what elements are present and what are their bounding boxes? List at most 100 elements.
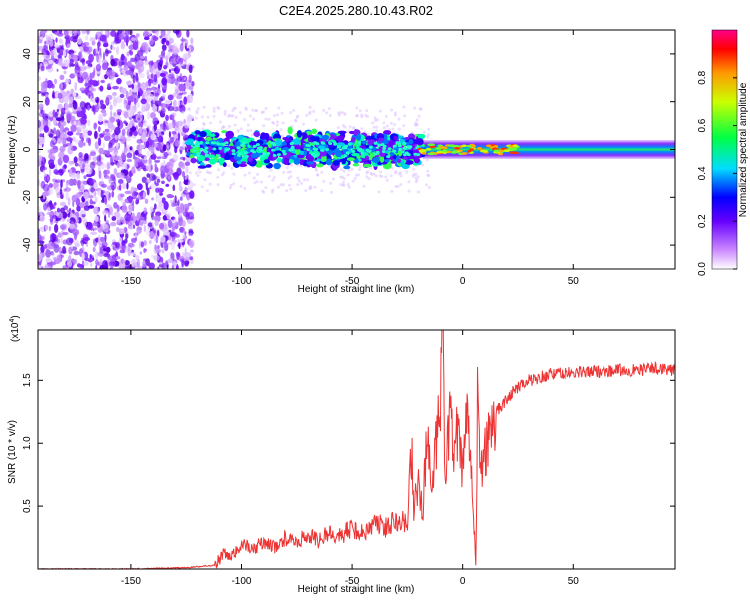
heatmap-cell bbox=[178, 161, 184, 168]
heatmap-cell bbox=[167, 94, 174, 101]
heatmap-cell bbox=[86, 242, 89, 248]
heatmap-cell bbox=[77, 36, 83, 45]
heatmap-cell bbox=[127, 221, 133, 227]
heatmap-cell bbox=[308, 112, 312, 116]
heatmap-cell bbox=[101, 183, 107, 188]
heatmap-cell bbox=[105, 50, 112, 54]
heatmap-ytick-label: 40 bbox=[22, 48, 33, 60]
heatmap-cell bbox=[46, 175, 50, 182]
heatmap-cell bbox=[447, 144, 456, 147]
heatmap-cell bbox=[188, 74, 192, 83]
heatmap-cell bbox=[247, 156, 253, 162]
heatmap-cell bbox=[81, 137, 85, 142]
heatmap-cell bbox=[287, 126, 293, 135]
heatmap-cell bbox=[509, 151, 517, 154]
heatmap-cell bbox=[289, 187, 293, 191]
heatmap-cell bbox=[306, 161, 314, 165]
heatmap-cell bbox=[354, 158, 359, 164]
heatmap-cell bbox=[189, 216, 195, 220]
heatmap-cell bbox=[188, 179, 192, 183]
heatmap-cell bbox=[148, 262, 155, 269]
heatmap-cell bbox=[231, 149, 236, 153]
heatmap-cell bbox=[38, 103, 44, 111]
heatmap-cell bbox=[358, 147, 363, 151]
heatmap-cell bbox=[172, 154, 179, 162]
heatmap-cell bbox=[148, 39, 154, 46]
heatmap-cell bbox=[85, 90, 93, 97]
heatmap-cell bbox=[283, 158, 289, 165]
heatmap-cell bbox=[164, 99, 172, 105]
heatmap-cell bbox=[263, 159, 271, 164]
heatmap-cell bbox=[62, 137, 67, 147]
heatmap-cell bbox=[108, 176, 112, 184]
heatmap-cell bbox=[171, 45, 179, 55]
heatmap-cell bbox=[68, 223, 76, 230]
heatmap-cell bbox=[53, 169, 59, 175]
heatmap-cell bbox=[395, 141, 400, 145]
heatmap-cell bbox=[60, 83, 64, 89]
heatmap-cell bbox=[361, 140, 367, 145]
heatmap-cell bbox=[202, 123, 206, 127]
heatmap-cell bbox=[139, 55, 146, 60]
heatmap-cell bbox=[87, 77, 90, 82]
heatmap-cell bbox=[84, 257, 91, 261]
heatmap-cell bbox=[102, 111, 107, 117]
heatmap-cell bbox=[93, 122, 97, 130]
heatmap-cell bbox=[185, 212, 190, 221]
heatmap-cell bbox=[77, 120, 81, 128]
heatmap-cell bbox=[143, 207, 148, 214]
heatmap-cell bbox=[400, 150, 405, 154]
heatmap-cell bbox=[87, 221, 92, 230]
heatmap-cell bbox=[93, 48, 96, 56]
heatmap-cell bbox=[94, 227, 98, 231]
heatmap-cell bbox=[55, 37, 58, 43]
heatmap-cell bbox=[346, 183, 350, 187]
heatmap-cell bbox=[102, 259, 108, 269]
heatmap-cell bbox=[106, 94, 113, 101]
heatmap-cell bbox=[129, 251, 137, 257]
heatmap-cell bbox=[68, 168, 73, 178]
heatmap-cell bbox=[53, 223, 59, 233]
heatmap-cell bbox=[103, 135, 111, 142]
heatmap-cell bbox=[355, 114, 359, 118]
heatmap-cell bbox=[371, 121, 375, 125]
heatmap-cell bbox=[72, 100, 78, 110]
heatmap-cell bbox=[244, 108, 248, 112]
heatmap-cell bbox=[179, 104, 186, 113]
heatmap-cell bbox=[95, 259, 99, 266]
heatmap-cell bbox=[99, 99, 104, 106]
heatmap-cell bbox=[352, 163, 359, 167]
heatmap-cell bbox=[81, 261, 89, 266]
heatmap-cell bbox=[127, 100, 132, 106]
snr-multiplier: (x104) bbox=[9, 315, 21, 342]
heatmap-cell bbox=[442, 149, 448, 153]
colorbar-tick-label: 0.4 bbox=[697, 166, 708, 180]
heatmap-cell bbox=[320, 189, 324, 193]
heatmap-cell bbox=[144, 47, 149, 55]
heatmap-cell bbox=[137, 92, 141, 99]
heatmap-cell bbox=[57, 54, 62, 59]
heatmap-cell bbox=[339, 183, 343, 187]
heatmap-cell bbox=[156, 205, 163, 212]
heatmap-cell bbox=[143, 30, 149, 37]
heatmap-cell bbox=[118, 59, 123, 67]
snr-ylabel: SNR (10 * v/v) bbox=[7, 420, 18, 484]
heatmap-cell bbox=[436, 150, 444, 154]
heatmap-cell bbox=[206, 115, 210, 119]
heatmap-cell bbox=[131, 37, 136, 42]
heatmap-cell bbox=[104, 197, 108, 206]
heatmap-cell bbox=[139, 127, 143, 135]
heatmap-cell bbox=[358, 109, 362, 113]
heatmap-cell bbox=[59, 145, 66, 153]
heatmap-cell bbox=[176, 264, 179, 269]
heatmap-cell bbox=[246, 123, 250, 127]
heatmap-cell bbox=[92, 257, 95, 261]
heatmap-cell bbox=[491, 147, 498, 151]
heatmap-cell bbox=[165, 212, 171, 220]
heatmap-cell bbox=[134, 149, 139, 156]
heatmap-cell bbox=[397, 158, 402, 164]
heatmap-cell bbox=[97, 41, 101, 47]
heatmap-cell bbox=[231, 152, 236, 156]
heatmap-cell bbox=[460, 152, 468, 155]
heatmap-cell bbox=[394, 185, 398, 189]
